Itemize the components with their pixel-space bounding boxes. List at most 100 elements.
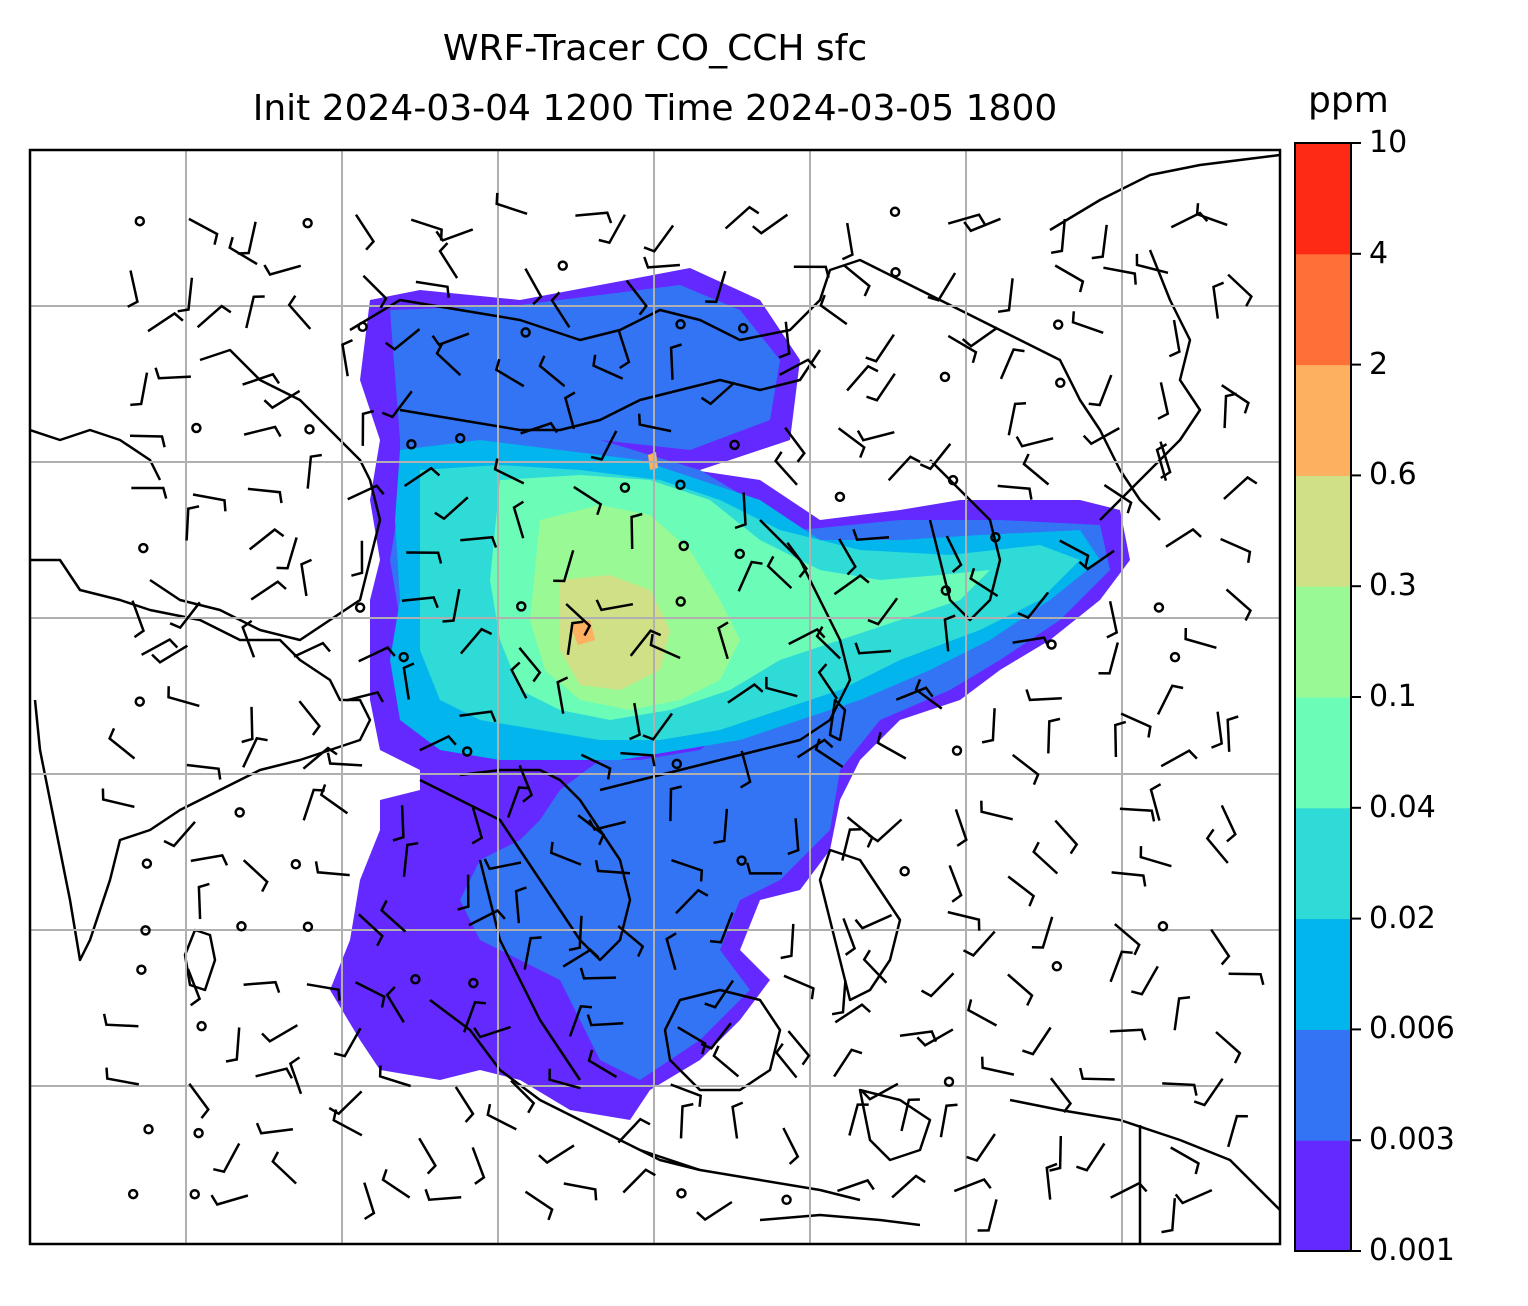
wind-barb <box>242 736 268 768</box>
wind-barb <box>392 805 405 842</box>
wind-barb <box>679 1102 694 1139</box>
wind-barb <box>712 1045 740 1078</box>
wind-barb <box>300 558 313 597</box>
wind-barb <box>287 295 312 330</box>
wind-barb <box>363 1182 376 1221</box>
wind-barb <box>848 1103 869 1136</box>
calm-wind-marker <box>454 433 466 444</box>
wind-barb <box>418 1137 437 1175</box>
coastline-srilanka <box>183 928 217 992</box>
wind-barb <box>1170 1146 1200 1175</box>
wind-barb <box>347 484 385 501</box>
wind-barb <box>1173 995 1191 1031</box>
wind-barb <box>319 784 349 815</box>
wind-barb <box>961 326 999 348</box>
calm-wind-marker <box>1157 921 1169 932</box>
wind-barb <box>553 549 575 583</box>
wind-barb <box>876 731 907 760</box>
wind-barb <box>288 1056 303 1095</box>
calm-wind-marker <box>737 323 749 334</box>
wind-barb <box>1215 1031 1242 1064</box>
wind-barb <box>617 925 645 958</box>
wind-barb <box>1155 443 1168 481</box>
wind-barb <box>696 1200 733 1222</box>
wind-barb <box>1007 401 1027 436</box>
wind-barb <box>250 580 287 601</box>
wind-barb <box>1031 916 1054 949</box>
wind-barb <box>459 627 493 655</box>
wind-barb <box>1227 273 1253 307</box>
wind-barb <box>700 381 736 406</box>
wind-barb <box>225 1027 241 1063</box>
wind-barb <box>867 818 903 843</box>
wind-barb <box>592 354 624 380</box>
calm-wind-marker <box>675 596 686 607</box>
calm-wind-marker <box>143 1124 154 1135</box>
wind-barb <box>151 644 189 664</box>
wind-barb <box>677 1026 707 1055</box>
wind-barb <box>675 888 709 915</box>
calm-wind-marker <box>516 601 527 612</box>
chart-title-line2: Init 2024-03-04 1200 Time 2024-03-05 180… <box>252 88 1058 129</box>
wind-barb <box>947 910 981 931</box>
wind-barb <box>887 455 921 482</box>
wind-barb <box>520 421 559 435</box>
calm-wind-marker <box>304 424 315 435</box>
wind-barb <box>598 214 626 245</box>
wind-barb <box>573 485 603 516</box>
wind-barb <box>588 819 626 831</box>
wind-barb <box>293 641 331 658</box>
wind-barb <box>346 690 384 703</box>
wind-barb <box>186 968 202 1007</box>
wind-barb <box>154 367 191 380</box>
coastline-indochina <box>419 768 632 962</box>
colorbar-segment <box>1295 1140 1351 1252</box>
wind-barb <box>563 1182 598 1201</box>
calm-wind-marker <box>781 1194 792 1206</box>
wind-barb <box>836 1178 875 1193</box>
coastline-papua <box>1009 1098 1280 1211</box>
wind-barb <box>846 816 874 848</box>
colorbar-tick-label: 0.001 <box>1369 1233 1455 1268</box>
wind-barb <box>402 841 419 877</box>
wind-barb <box>410 218 443 241</box>
wind-barb <box>127 270 139 308</box>
wind-barb <box>355 981 386 1008</box>
wind-barb <box>734 492 747 530</box>
wind-barb <box>861 1082 899 1101</box>
calm-wind-marker <box>1055 377 1066 389</box>
wind-barb <box>341 338 354 377</box>
wind-barb <box>637 413 672 433</box>
calm-wind-marker <box>671 758 683 770</box>
calm-wind-marker <box>990 531 1001 543</box>
wind-barb <box>435 343 462 377</box>
coastline-java <box>639 1148 861 1202</box>
colorbar-segment <box>1295 364 1351 476</box>
wind-barb <box>625 279 648 316</box>
wind-barb <box>1098 642 1120 675</box>
wind-barb <box>401 596 439 609</box>
wind-barb <box>493 458 525 485</box>
calm-wind-marker <box>734 548 745 560</box>
wind-barb <box>514 886 527 924</box>
calm-wind-marker <box>899 866 910 877</box>
wind-barb <box>1226 1114 1248 1148</box>
wind-barb <box>739 750 752 789</box>
wind-barb <box>1045 1162 1058 1200</box>
wind-barb <box>213 1142 241 1174</box>
wind-barb <box>403 466 441 488</box>
wind-barb <box>796 738 834 759</box>
wind-barb <box>670 1083 703 1107</box>
coastline-malay <box>478 859 582 1081</box>
calm-wind-marker <box>1169 651 1181 663</box>
wind-barb <box>841 222 854 261</box>
wind-barb <box>538 1144 575 1165</box>
calm-wind-marker <box>136 964 147 975</box>
wind-barb <box>1184 627 1217 650</box>
wind-barb <box>550 291 571 328</box>
calm-wind-marker <box>1051 961 1063 972</box>
wind-barb <box>642 712 674 741</box>
wind-barb <box>431 332 470 347</box>
wind-barb <box>196 304 232 329</box>
